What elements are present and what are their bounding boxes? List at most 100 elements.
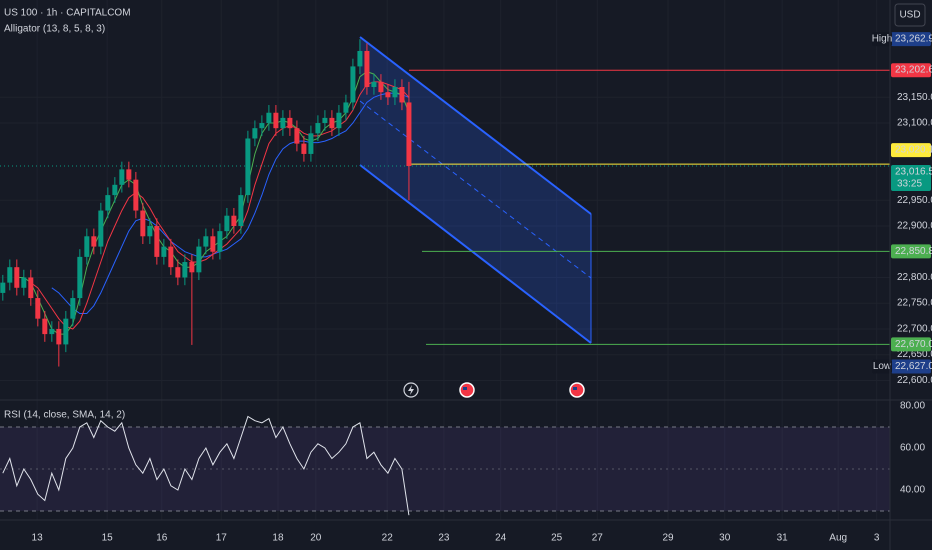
alligator-line bbox=[51, 92, 410, 314]
candle-body bbox=[336, 112, 342, 129]
candle-body bbox=[28, 277, 34, 299]
currency: USD bbox=[899, 10, 920, 21]
candle-body bbox=[147, 225, 153, 237]
candle-body bbox=[175, 267, 181, 278]
y-tick-label: 22,600.0 bbox=[897, 375, 932, 386]
candle-body bbox=[7, 267, 13, 283]
price-label: 23,020.1 bbox=[895, 145, 932, 156]
y-tick-label: 22,750.0 bbox=[897, 298, 932, 309]
candle-body bbox=[280, 117, 286, 129]
price-tag: Low bbox=[873, 361, 892, 372]
x-tick-label: 25 bbox=[551, 533, 563, 544]
candle-body bbox=[210, 236, 216, 252]
candle-body bbox=[42, 318, 48, 335]
y-tick-label: 22,650.0 bbox=[897, 349, 932, 360]
candle-body bbox=[371, 81, 377, 88]
candle-body bbox=[84, 236, 90, 257]
candle-body bbox=[266, 112, 272, 124]
rsi-tick-label: 60.00 bbox=[900, 442, 925, 453]
flag-canton bbox=[463, 387, 467, 390]
rsi-tick-label: 40.00 bbox=[900, 484, 925, 495]
price-label-box bbox=[891, 32, 931, 47]
candle-body bbox=[301, 143, 307, 154]
x-tick-label: 15 bbox=[102, 533, 114, 544]
candle-body bbox=[217, 231, 223, 252]
symbol-title: US 100 · 1h · CAPITALCOM bbox=[4, 8, 131, 19]
y-tick-label: 22,900.0 bbox=[897, 220, 932, 231]
x-tick-label: 24 bbox=[495, 533, 507, 544]
candle-body bbox=[399, 87, 405, 103]
candle-body bbox=[161, 246, 167, 257]
event-bolt bbox=[408, 385, 414, 395]
candle-body bbox=[196, 246, 202, 273]
price-label-box bbox=[891, 337, 931, 352]
candle-body bbox=[245, 138, 251, 196]
candle-body bbox=[189, 262, 195, 273]
candle-body bbox=[329, 117, 335, 129]
labels: 13 15 16 17 18 20 22 23 24 25 27 29 30 31 Aug 3 22,600.0… bbox=[32, 32, 932, 544]
candle-body bbox=[35, 298, 41, 319]
candle-body bbox=[112, 184, 118, 196]
candles bbox=[0, 39, 412, 367]
price-label: 23,262.9 bbox=[895, 34, 932, 45]
candle-body bbox=[343, 102, 349, 113]
candle-body bbox=[126, 169, 132, 180]
candle-body bbox=[0, 282, 6, 293]
candle-body bbox=[252, 128, 258, 139]
y-tick-label: 22,700.0 bbox=[897, 323, 932, 334]
candle-body bbox=[294, 128, 300, 144]
channel bbox=[359, 36, 592, 344]
x-tick-label: 3 bbox=[874, 533, 880, 544]
events bbox=[403, 382, 585, 398]
candle-body bbox=[287, 117, 293, 129]
candle-body bbox=[378, 81, 384, 93]
candle-body bbox=[315, 123, 321, 134]
price-label-box bbox=[891, 359, 931, 374]
x-tick-label: Aug bbox=[829, 533, 847, 544]
price-label: 23,016.5 bbox=[895, 167, 932, 178]
candle-body bbox=[49, 328, 55, 335]
x-tick-label: 22 bbox=[382, 533, 394, 544]
x-tick-label: 27 bbox=[592, 533, 604, 544]
price-label: 22,850.8 bbox=[895, 246, 932, 257]
channel-mid bbox=[359, 100, 592, 279]
countdown: 33:25 bbox=[897, 179, 922, 190]
candle-body bbox=[98, 210, 104, 247]
price-tag-box bbox=[872, 359, 892, 374]
candle-body bbox=[21, 277, 27, 288]
price-label: 22,670.0 bbox=[895, 339, 932, 350]
rsi-line bbox=[2, 415, 410, 516]
flag-canton bbox=[573, 387, 577, 390]
rsi-title: RSI (14, close, SMA, 14, 2) bbox=[4, 410, 125, 421]
candle-body bbox=[357, 50, 363, 67]
price-label-box bbox=[891, 244, 931, 259]
candle-body bbox=[140, 210, 146, 237]
price-label-box bbox=[891, 165, 931, 192]
candle-body bbox=[238, 195, 244, 226]
candle-body bbox=[182, 262, 188, 278]
candle-body bbox=[14, 267, 20, 288]
y-tick-label: 22,800.0 bbox=[897, 272, 932, 283]
rsi-tick-label: 80.00 bbox=[900, 401, 925, 412]
candle-body bbox=[77, 256, 83, 299]
x-tick-label: 30 bbox=[719, 533, 731, 544]
candle-body bbox=[273, 112, 279, 129]
candle-body bbox=[350, 66, 356, 103]
price-tag: High bbox=[872, 34, 893, 45]
price-tag-box bbox=[872, 32, 892, 47]
candle-body bbox=[63, 318, 69, 345]
candle-body bbox=[70, 298, 76, 319]
candle-body bbox=[385, 92, 391, 98]
rsi-pane bbox=[0, 415, 890, 516]
x-tick-label: 13 bbox=[32, 533, 44, 544]
currency-button[interactable] bbox=[894, 3, 926, 27]
candle-body bbox=[259, 123, 265, 129]
candle-body bbox=[91, 236, 97, 247]
candle-body bbox=[119, 169, 125, 185]
candle-body bbox=[56, 328, 62, 345]
candle-body bbox=[105, 195, 111, 211]
x-tick-label: 31 bbox=[777, 533, 789, 544]
x-tick-label: 20 bbox=[310, 533, 322, 544]
